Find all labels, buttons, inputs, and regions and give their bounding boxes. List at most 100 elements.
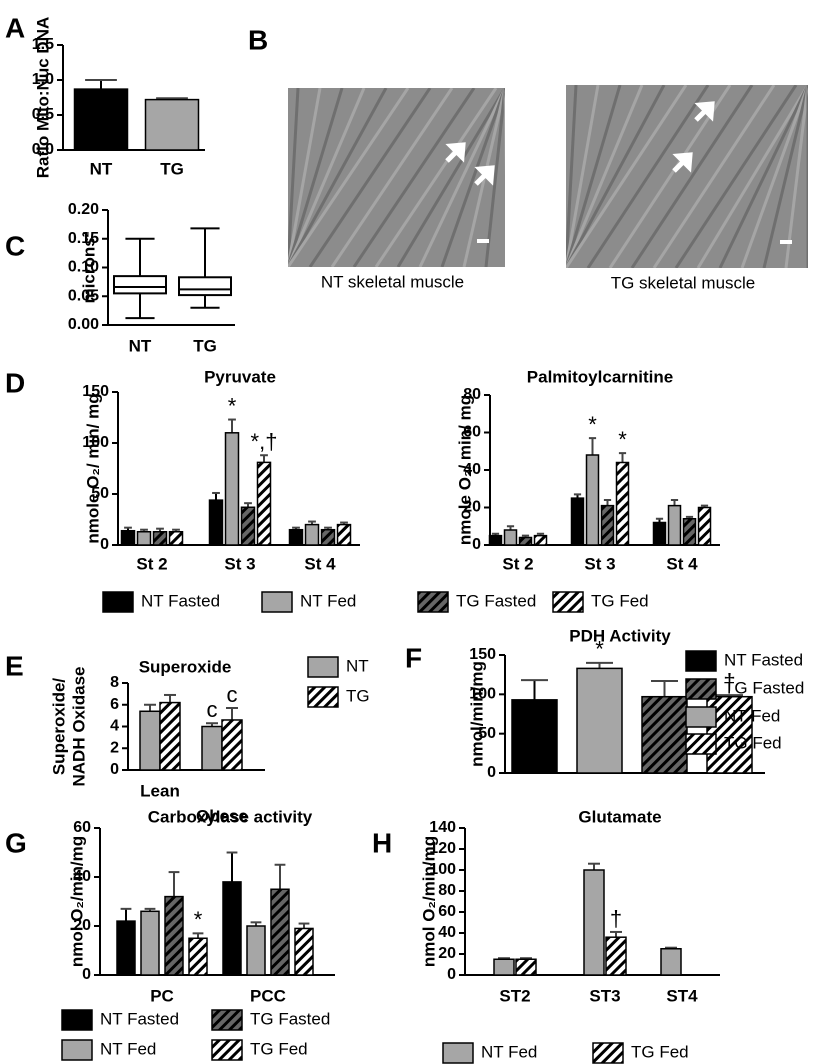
y-axis-label: nmol O₂/min/mg bbox=[419, 836, 438, 967]
legend-swatch bbox=[685, 733, 717, 755]
y-tick-label: 0 bbox=[472, 536, 481, 553]
y-tick-label: 20 bbox=[73, 917, 91, 934]
y-tick-label: 100 bbox=[469, 686, 496, 703]
texture bbox=[552, 85, 568, 268]
texture bbox=[440, 87, 507, 268]
bar bbox=[140, 910, 160, 976]
y-tick-label: 20 bbox=[463, 499, 481, 516]
y-tick-label: 40 bbox=[438, 924, 456, 941]
y-axis-label: Ratio Mito:Nuc DNA bbox=[33, 17, 52, 178]
legend-label: NT Fed bbox=[300, 591, 356, 610]
texture bbox=[503, 87, 532, 268]
image-caption: NT skeletal muscle bbox=[321, 272, 464, 291]
y-tick-label: 40 bbox=[463, 461, 481, 478]
texture bbox=[374, 87, 498, 268]
bar bbox=[136, 530, 152, 546]
y-tick-label: 150 bbox=[469, 646, 496, 663]
texture bbox=[674, 85, 798, 268]
texture bbox=[288, 87, 300, 268]
legend-swatch bbox=[552, 591, 584, 613]
bar bbox=[240, 506, 256, 546]
texture bbox=[630, 85, 754, 268]
bar bbox=[320, 528, 336, 546]
texture bbox=[564, 85, 600, 268]
legend-swatch bbox=[685, 678, 717, 700]
box bbox=[113, 275, 167, 295]
y-axis-label: Superoxide/ bbox=[49, 678, 68, 776]
bar bbox=[270, 888, 290, 976]
legend-label: TG Fasted bbox=[250, 1009, 330, 1028]
bar bbox=[336, 523, 352, 546]
texture bbox=[288, 87, 344, 268]
y-tick-label: 50 bbox=[478, 725, 496, 742]
legend-label: NT Fasted bbox=[724, 650, 803, 669]
x-tick-label: TG bbox=[193, 336, 217, 355]
legend-swatch bbox=[307, 686, 339, 708]
y-axis-label: NADH Oxidase bbox=[69, 667, 88, 787]
y-tick-label: 0.10 bbox=[68, 259, 99, 276]
arrow bbox=[672, 152, 693, 173]
annotation: c bbox=[207, 697, 218, 722]
bar bbox=[667, 504, 682, 546]
bar bbox=[246, 925, 266, 976]
y-tick-label: 0.15 bbox=[68, 230, 99, 247]
texture bbox=[762, 85, 808, 268]
bar bbox=[294, 927, 314, 976]
annotation: † bbox=[610, 906, 622, 931]
annotation: † bbox=[723, 669, 735, 694]
panel-label: E bbox=[5, 650, 24, 681]
legend-swatch bbox=[592, 1042, 624, 1064]
y-tick-label: 0 bbox=[447, 966, 456, 983]
texture bbox=[308, 87, 432, 268]
texture bbox=[352, 87, 476, 268]
x-tick-label: St 4 bbox=[304, 554, 336, 573]
y-tick-label: 80 bbox=[463, 386, 481, 403]
x-tick-label: PC bbox=[150, 986, 174, 1005]
texture bbox=[806, 85, 808, 268]
legend-label: TG Fasted bbox=[724, 678, 804, 697]
texture bbox=[503, 87, 576, 268]
bar bbox=[682, 518, 697, 546]
arrow bbox=[474, 165, 495, 186]
legend-swatch bbox=[61, 1009, 93, 1031]
legend-label: NT bbox=[346, 656, 369, 675]
panel-label: B bbox=[248, 24, 268, 55]
texture bbox=[288, 87, 410, 268]
image-caption: TG skeletal muscle bbox=[611, 273, 756, 292]
texture bbox=[288, 87, 290, 268]
annotation: c bbox=[227, 682, 238, 707]
y-axis-label: microns² bbox=[79, 231, 98, 303]
y-tick-label: 20 bbox=[438, 945, 456, 962]
panel-label: A bbox=[5, 12, 25, 43]
bar bbox=[660, 948, 682, 976]
chart-title: Pyruvate bbox=[204, 367, 276, 386]
y-tick-label: 0.20 bbox=[68, 201, 99, 218]
bar bbox=[168, 530, 184, 546]
legend-swatch bbox=[211, 1009, 243, 1031]
texture bbox=[784, 85, 808, 268]
bar bbox=[576, 667, 623, 774]
x-tick-label: ST2 bbox=[499, 986, 530, 1005]
texture bbox=[718, 85, 808, 268]
y-tick-label: 120 bbox=[429, 840, 456, 857]
bar bbox=[224, 432, 240, 546]
y-tick-label: 60 bbox=[463, 424, 481, 441]
bar bbox=[570, 497, 585, 546]
y-tick-label: 0.05 bbox=[68, 287, 99, 304]
panel-label: F bbox=[405, 642, 422, 673]
y-axis-label: nmol/min/mg bbox=[467, 661, 486, 767]
box bbox=[178, 276, 232, 297]
x-tick-label: St 3 bbox=[224, 554, 255, 573]
arrow bbox=[694, 101, 715, 122]
annotation: * bbox=[228, 393, 237, 418]
texture bbox=[652, 85, 776, 268]
bar bbox=[120, 529, 136, 546]
legend-swatch bbox=[261, 591, 293, 613]
legend-label: TG Fed bbox=[250, 1039, 308, 1058]
y-axis-label: nmole O₂/ min/ mg bbox=[455, 395, 474, 545]
annotation: * bbox=[618, 427, 627, 452]
texture bbox=[288, 87, 388, 268]
x-tick-label: NT bbox=[129, 336, 152, 355]
legend-label: TG Fasted bbox=[456, 591, 536, 610]
